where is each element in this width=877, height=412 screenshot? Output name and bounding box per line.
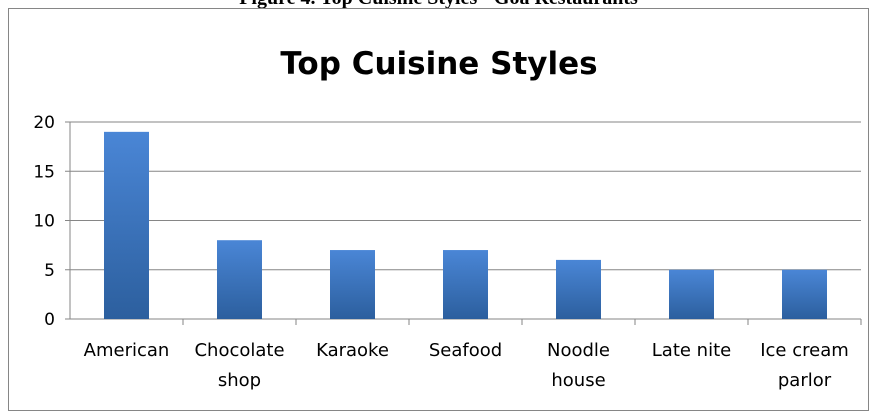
bar-ice-cream-parlor [782, 269, 827, 319]
x-category-label: Karaoke [316, 340, 389, 361]
y-tick-label: 0 [44, 310, 55, 330]
bar-karaoke [330, 250, 375, 319]
x-category-label: Late nite [652, 340, 731, 361]
x-category-label: Ice cream parlor [760, 340, 849, 391]
x-category-label: Noodle house [547, 340, 610, 391]
y-tick-label: 20 [33, 113, 55, 133]
x-category-label: Seafood [429, 340, 502, 361]
y-tick-label: 15 [33, 162, 55, 182]
x-category-label: Chocolate shop [194, 340, 284, 391]
bar-chart: Top Cuisine Styles 0 5 10 15 20 American Choc… [33, 46, 862, 391]
bars [104, 131, 827, 319]
x-category-label: American [84, 340, 170, 361]
bar-noodle-house [556, 259, 601, 319]
bar-late-nite [669, 269, 714, 319]
bar-chocolate-shop [217, 240, 262, 319]
y-tick-labels: 0 5 10 15 20 [33, 113, 55, 330]
chart-title: Top Cuisine Styles [280, 46, 597, 82]
figure-caption: Figure 4. Top Cuisine Styles - Goa Resta… [0, 0, 877, 10]
chart-frame: Top Cuisine Styles 0 5 10 15 20 American Choc… [8, 8, 869, 411]
axes [69, 122, 862, 325]
bar-american [104, 131, 149, 319]
y-tick-label: 5 [44, 261, 55, 281]
y-tick-label: 10 [33, 212, 55, 232]
category-labels: American Chocolate shop Karaoke Seafood Noodl… [84, 340, 849, 391]
bar-seafood [443, 250, 488, 319]
